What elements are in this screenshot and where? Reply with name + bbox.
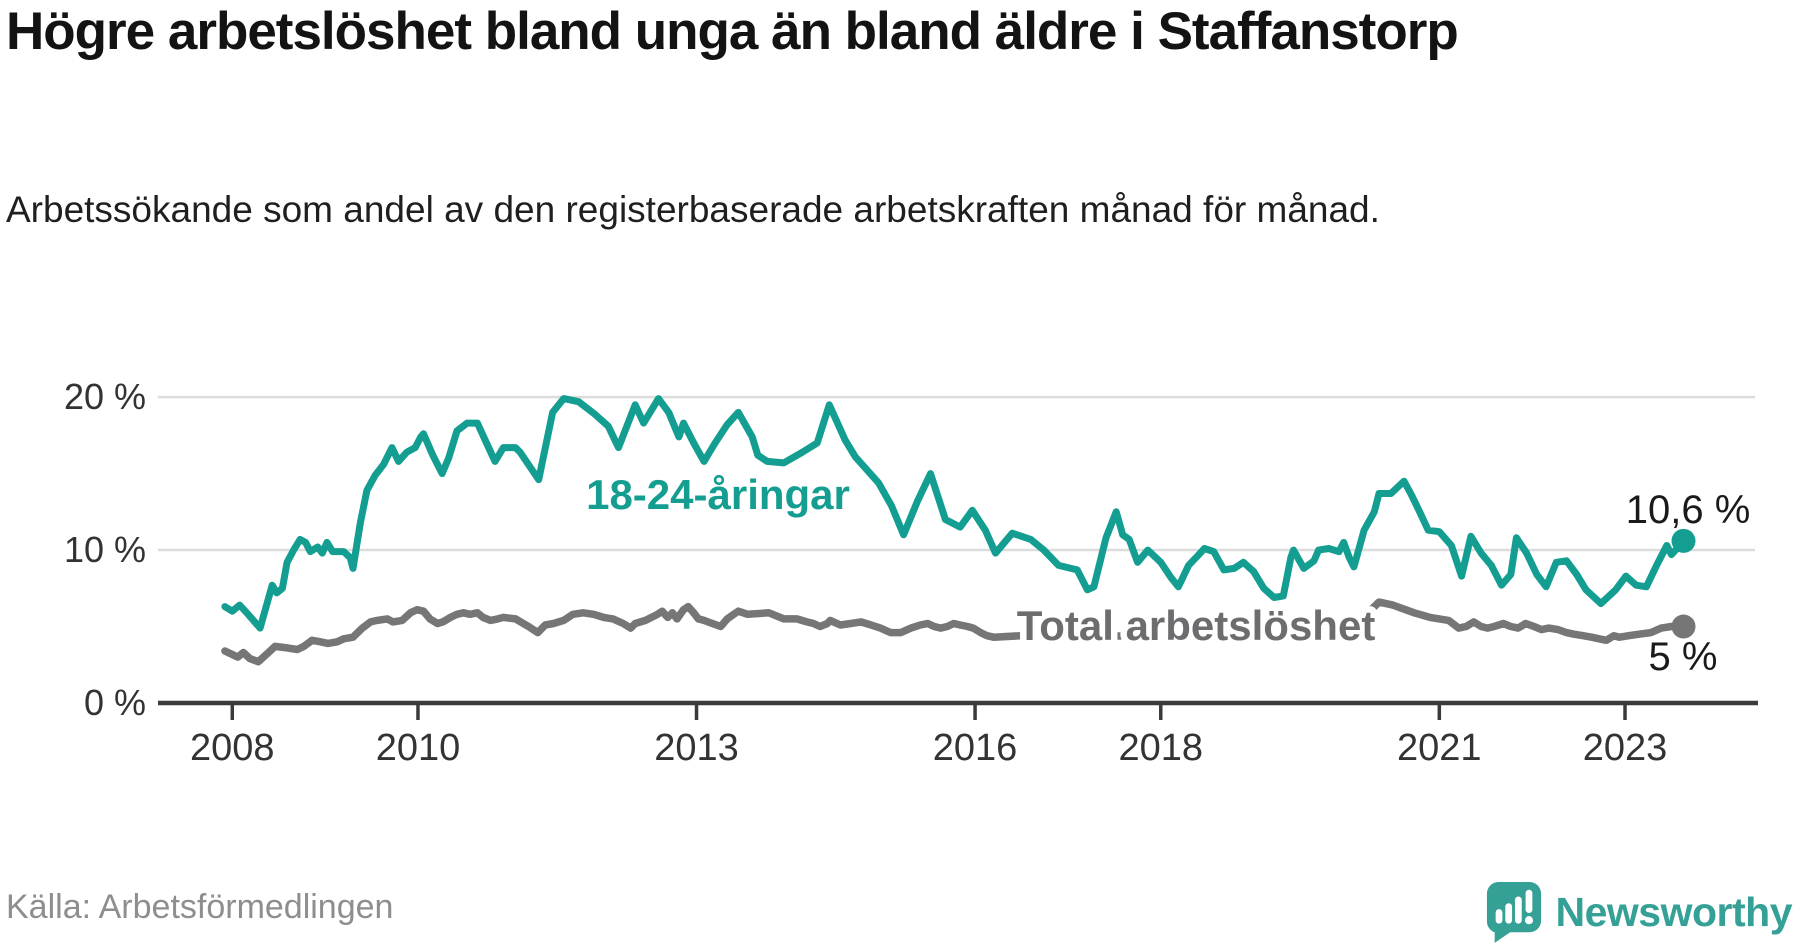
x-tick-label: 2018: [1118, 727, 1203, 769]
series-label-total: Total arbetslöshet: [1017, 602, 1376, 649]
y-tick-label: 10 %: [64, 529, 146, 570]
y-tick-label: 0 %: [84, 682, 146, 723]
end-value-label-total: 5 %: [1649, 635, 1718, 679]
page-subtitle: Arbetssökande som andel av den registerb…: [6, 189, 1380, 230]
end-value-label-youth: 10,6 %: [1626, 488, 1751, 532]
series-line-youth: [221, 395, 1687, 632]
x-tick-label: 2021: [1397, 727, 1482, 769]
x-tick-label: 2016: [933, 727, 1018, 769]
series-line-total: [221, 598, 1688, 666]
newsworthy-logo: Newsworthy: [1485, 880, 1793, 944]
page-title: Högre arbetslöshet bland unga än bland ä…: [6, 2, 1459, 61]
series-end-dot-youth: [1671, 528, 1696, 553]
newsworthy-logo-icon: [1486, 882, 1541, 943]
y-tick-label: 20 %: [64, 376, 146, 417]
brand-name: Newsworthy: [1555, 888, 1793, 935]
x-tick-label: 2010: [376, 727, 461, 769]
series-end-dot-total: [1671, 614, 1696, 639]
x-tick-label: 2013: [654, 727, 739, 769]
x-tick-label: 2023: [1583, 727, 1668, 769]
series-label-youth: 18-24-åringar: [586, 471, 850, 518]
source-text: Källa: Arbetsförmedlingen: [6, 888, 394, 926]
header: Högre arbetslöshet bland unga än bland ä…: [6, 0, 1459, 65]
x-tick-label: 2008: [190, 727, 275, 769]
